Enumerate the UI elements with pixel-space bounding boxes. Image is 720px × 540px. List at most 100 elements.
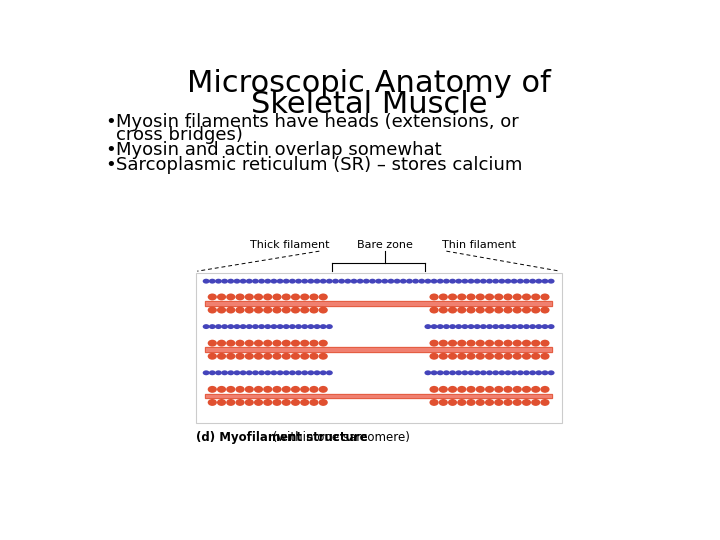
Ellipse shape: [429, 293, 438, 300]
Ellipse shape: [295, 324, 302, 329]
Ellipse shape: [307, 370, 315, 375]
Ellipse shape: [240, 370, 246, 375]
Ellipse shape: [203, 324, 210, 329]
Ellipse shape: [505, 324, 511, 329]
Ellipse shape: [431, 324, 438, 329]
Ellipse shape: [209, 324, 216, 329]
Ellipse shape: [271, 324, 277, 329]
Ellipse shape: [455, 279, 462, 284]
Ellipse shape: [254, 386, 263, 393]
Ellipse shape: [523, 370, 530, 375]
Text: Sarcoplasmic reticulum (SR) – stores calcium: Sarcoplasmic reticulum (SR) – stores cal…: [117, 156, 523, 174]
Ellipse shape: [455, 324, 462, 329]
Ellipse shape: [476, 386, 485, 393]
Ellipse shape: [300, 353, 310, 360]
Ellipse shape: [513, 293, 522, 300]
Ellipse shape: [541, 370, 549, 375]
Ellipse shape: [313, 279, 320, 284]
Ellipse shape: [467, 279, 474, 284]
Ellipse shape: [375, 279, 382, 284]
Ellipse shape: [485, 386, 494, 393]
Ellipse shape: [513, 353, 522, 360]
Ellipse shape: [425, 279, 431, 284]
Ellipse shape: [203, 279, 210, 284]
Ellipse shape: [503, 340, 513, 347]
Ellipse shape: [457, 293, 467, 300]
Ellipse shape: [252, 279, 259, 284]
Ellipse shape: [263, 399, 272, 406]
Ellipse shape: [207, 399, 217, 406]
Ellipse shape: [318, 353, 328, 360]
Ellipse shape: [318, 293, 328, 300]
Ellipse shape: [535, 370, 542, 375]
Ellipse shape: [513, 386, 522, 393]
Ellipse shape: [226, 399, 235, 406]
Text: cross bridges): cross bridges): [117, 126, 243, 144]
Ellipse shape: [540, 293, 549, 300]
Ellipse shape: [510, 279, 518, 284]
Ellipse shape: [369, 279, 376, 284]
Ellipse shape: [510, 370, 518, 375]
Ellipse shape: [467, 340, 476, 347]
Ellipse shape: [272, 353, 282, 360]
Text: •: •: [106, 141, 117, 159]
Bar: [205, 394, 552, 398]
Ellipse shape: [301, 370, 308, 375]
Ellipse shape: [485, 307, 494, 314]
Ellipse shape: [233, 324, 240, 329]
Ellipse shape: [254, 293, 263, 300]
Ellipse shape: [503, 386, 513, 393]
Ellipse shape: [480, 324, 487, 329]
Ellipse shape: [221, 279, 228, 284]
Ellipse shape: [443, 279, 450, 284]
Ellipse shape: [503, 399, 513, 406]
Ellipse shape: [476, 340, 485, 347]
Ellipse shape: [310, 386, 318, 393]
Ellipse shape: [252, 324, 259, 329]
Ellipse shape: [318, 307, 328, 314]
Ellipse shape: [272, 386, 282, 393]
Ellipse shape: [429, 340, 438, 347]
Ellipse shape: [529, 370, 536, 375]
Ellipse shape: [505, 279, 511, 284]
Ellipse shape: [476, 307, 485, 314]
Ellipse shape: [351, 279, 357, 284]
Ellipse shape: [209, 279, 216, 284]
Ellipse shape: [258, 370, 265, 375]
Ellipse shape: [226, 293, 235, 300]
Ellipse shape: [272, 293, 282, 300]
Bar: [205, 394, 552, 398]
Ellipse shape: [492, 279, 499, 284]
Ellipse shape: [301, 324, 308, 329]
Ellipse shape: [289, 324, 296, 329]
Text: Myosin and actin overlap somewhat: Myosin and actin overlap somewhat: [117, 141, 442, 159]
Ellipse shape: [235, 293, 245, 300]
Ellipse shape: [276, 370, 284, 375]
Ellipse shape: [457, 340, 467, 347]
Ellipse shape: [457, 399, 467, 406]
Ellipse shape: [235, 399, 245, 406]
Ellipse shape: [467, 370, 474, 375]
Ellipse shape: [215, 370, 222, 375]
Ellipse shape: [207, 293, 217, 300]
Ellipse shape: [245, 293, 254, 300]
Ellipse shape: [522, 353, 531, 360]
Ellipse shape: [382, 279, 388, 284]
Ellipse shape: [217, 353, 226, 360]
Ellipse shape: [494, 340, 503, 347]
Text: Myosin filaments have heads (extensions, or: Myosin filaments have heads (extensions,…: [117, 112, 519, 131]
Ellipse shape: [245, 386, 254, 393]
Ellipse shape: [264, 324, 271, 329]
Ellipse shape: [517, 279, 523, 284]
Ellipse shape: [207, 386, 217, 393]
Ellipse shape: [326, 279, 333, 284]
Ellipse shape: [448, 293, 457, 300]
Ellipse shape: [226, 353, 235, 360]
Ellipse shape: [245, 399, 254, 406]
Ellipse shape: [271, 279, 277, 284]
Ellipse shape: [498, 279, 505, 284]
Ellipse shape: [226, 340, 235, 347]
Ellipse shape: [540, 353, 549, 360]
Ellipse shape: [486, 279, 493, 284]
Ellipse shape: [486, 370, 493, 375]
